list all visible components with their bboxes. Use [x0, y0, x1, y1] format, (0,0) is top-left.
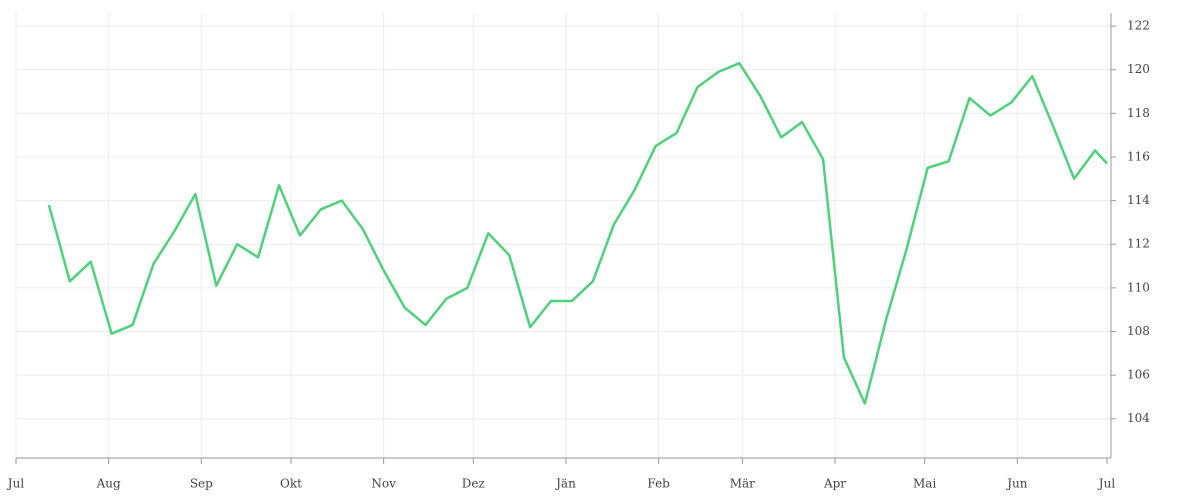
- y-tick-label: 112: [1127, 237, 1150, 251]
- y-tick-label: 104: [1127, 411, 1150, 425]
- y-tick-label: 106: [1127, 368, 1150, 382]
- x-tick-label: Sep: [190, 477, 213, 491]
- y-tick-label: 116: [1127, 149, 1150, 163]
- y-tick-label: 118: [1127, 106, 1150, 120]
- x-tick-label: Jän: [554, 477, 576, 491]
- y-tick-label: 110: [1127, 280, 1150, 294]
- x-tick-label: Mai: [913, 477, 936, 491]
- y-tick-label: 122: [1127, 19, 1150, 33]
- x-tick-label: Dez: [462, 477, 485, 491]
- x-tick-label: Apr: [823, 477, 846, 491]
- x-tick-label: Mär: [730, 477, 755, 491]
- x-tick-label: Jun: [1005, 477, 1028, 491]
- data-line: [47, 61, 1108, 405]
- x-tick-label: Jul: [6, 477, 25, 491]
- y-tick-label: 120: [1127, 62, 1150, 76]
- x-tick-label: Jul: [1097, 477, 1116, 491]
- x-tick-label: Feb: [647, 477, 670, 491]
- y-tick-label: 108: [1127, 324, 1150, 338]
- x-tick-label: Okt: [280, 477, 302, 491]
- x-tick-label: Nov: [371, 477, 396, 491]
- x-tick-label: Aug: [96, 477, 121, 491]
- y-tick-label: 114: [1127, 193, 1150, 207]
